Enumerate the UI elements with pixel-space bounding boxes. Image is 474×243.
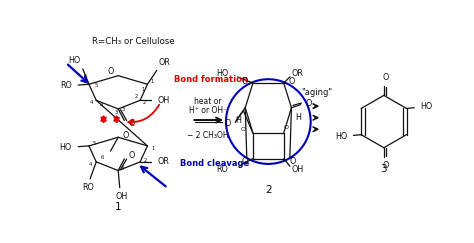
Text: RO: RO bbox=[60, 81, 72, 90]
Text: OR: OR bbox=[159, 58, 171, 67]
Text: 2: 2 bbox=[142, 100, 146, 105]
Text: H: H bbox=[236, 115, 241, 124]
Text: O: O bbox=[382, 73, 389, 82]
Text: 4: 4 bbox=[90, 100, 93, 105]
Text: 5: 5 bbox=[95, 83, 99, 88]
Text: OH: OH bbox=[115, 192, 128, 201]
Text: 4: 4 bbox=[100, 103, 103, 108]
Text: RO: RO bbox=[82, 183, 94, 192]
Text: 1: 1 bbox=[150, 79, 154, 85]
Text: 2: 2 bbox=[144, 158, 147, 163]
Text: 5: 5 bbox=[83, 79, 87, 85]
Text: OH: OH bbox=[157, 96, 169, 105]
Text: O: O bbox=[242, 77, 248, 86]
Text: Bond formation: Bond formation bbox=[174, 75, 248, 84]
Text: 4: 4 bbox=[89, 162, 92, 167]
Text: 3: 3 bbox=[381, 164, 387, 174]
Text: HO: HO bbox=[335, 132, 347, 141]
Text: OR: OR bbox=[157, 157, 169, 166]
Text: Bond cleavage: Bond cleavage bbox=[180, 159, 249, 168]
Text: OR: OR bbox=[292, 69, 303, 78]
Text: OH: OH bbox=[292, 165, 304, 174]
Text: "aging": "aging" bbox=[301, 88, 332, 97]
Text: O: O bbox=[240, 127, 245, 132]
Text: 1: 1 bbox=[142, 87, 145, 92]
Text: O: O bbox=[284, 125, 289, 130]
Text: 6: 6 bbox=[83, 74, 87, 79]
Text: 3: 3 bbox=[120, 166, 124, 171]
Text: O: O bbox=[288, 77, 295, 86]
Text: O: O bbox=[382, 161, 389, 170]
Text: O: O bbox=[107, 67, 114, 76]
Text: HO: HO bbox=[60, 143, 72, 152]
Text: O: O bbox=[225, 119, 231, 128]
Text: HO: HO bbox=[216, 69, 228, 78]
Text: − 2 CH₃OH: − 2 CH₃OH bbox=[187, 131, 229, 140]
Text: 5: 5 bbox=[93, 141, 96, 146]
Text: O: O bbox=[241, 157, 247, 166]
Text: H⁺ or OH⁻: H⁺ or OH⁻ bbox=[189, 106, 228, 115]
Text: O: O bbox=[305, 99, 312, 108]
Text: O: O bbox=[129, 119, 136, 128]
Text: HO: HO bbox=[68, 56, 81, 65]
Text: 2: 2 bbox=[135, 94, 138, 99]
Text: 1: 1 bbox=[151, 146, 155, 151]
Text: HO: HO bbox=[420, 102, 433, 111]
Text: H: H bbox=[295, 113, 301, 122]
Text: RO: RO bbox=[217, 165, 228, 174]
Text: 1: 1 bbox=[115, 202, 121, 212]
Text: 3: 3 bbox=[121, 107, 125, 113]
Text: heat or: heat or bbox=[194, 97, 222, 106]
Text: 2: 2 bbox=[265, 185, 272, 195]
Text: 6: 6 bbox=[101, 155, 104, 160]
Text: O: O bbox=[289, 157, 295, 166]
Text: O: O bbox=[129, 151, 136, 160]
Text: 3: 3 bbox=[114, 110, 118, 115]
Text: O: O bbox=[123, 131, 129, 140]
Text: R=CH₃ or Cellulose: R=CH₃ or Cellulose bbox=[92, 37, 175, 46]
